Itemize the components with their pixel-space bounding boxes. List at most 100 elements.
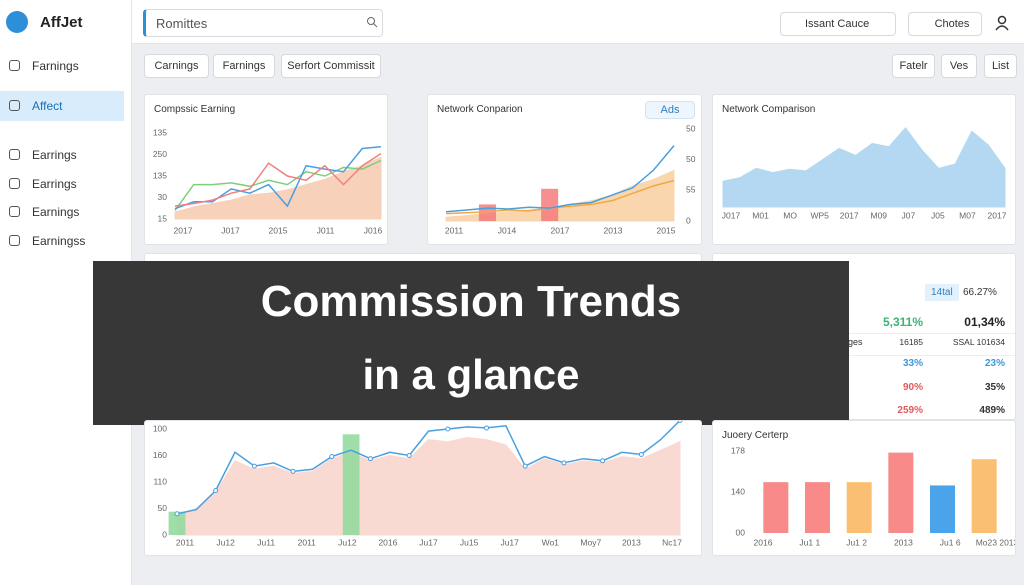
marker xyxy=(329,454,335,460)
filter-button[interactable]: Carnings xyxy=(144,54,209,78)
marker xyxy=(677,421,683,424)
x-tick-label: 2015 xyxy=(269,225,288,235)
x-tick-label: Ju1 1 xyxy=(799,537,820,547)
view-button[interactable]: Ves xyxy=(941,54,977,78)
x-tick-label: 2013 xyxy=(604,225,623,235)
x-tick-label: 2011 xyxy=(176,537,195,547)
y-tick-label: 110 xyxy=(153,476,167,486)
y-tick-label: 135 xyxy=(153,127,167,137)
x-tick-label: J014 xyxy=(498,225,517,235)
x-tick-label: 2013 xyxy=(622,537,641,547)
x-tick-label: 2017 xyxy=(174,225,193,235)
x-tick-label: Wo1 xyxy=(542,537,560,547)
y-tick-label: 0 xyxy=(686,215,691,225)
x-tick-label: Ju1 2 xyxy=(846,537,867,547)
x-tick-label: J017 xyxy=(722,210,741,220)
x-tick-label: Ju12 xyxy=(216,537,235,547)
marker xyxy=(406,453,412,458)
x-tick-label: 2017 xyxy=(551,225,570,235)
search-box[interactable]: Romittes xyxy=(143,9,383,37)
x-tick-label: Moy7 xyxy=(580,537,601,547)
search-icon xyxy=(367,17,378,28)
line xyxy=(445,179,675,215)
y-tick-label: 50 xyxy=(686,123,696,133)
area xyxy=(174,156,382,220)
x-tick-label: M07 xyxy=(959,210,976,220)
x-tick-label: J07 xyxy=(901,210,915,220)
x-tick-label: Ju11 xyxy=(257,537,275,547)
marker xyxy=(638,451,644,457)
table-cell: 5,311% xyxy=(882,315,923,329)
table-cell: 35% xyxy=(984,382,1005,393)
view-button[interactable]: List xyxy=(984,54,1017,78)
user-icon[interactable] xyxy=(994,15,1010,31)
y-tick-label: 50 xyxy=(158,503,168,513)
table-cell: 33% xyxy=(902,358,923,369)
table-cell: 489% xyxy=(979,405,1005,416)
line xyxy=(174,152,382,207)
chart-panel: Network Conparion Ads 50 50 55 0 2011 J014 2017 2… xyxy=(427,94,702,245)
chart-panel: 100 160 110 50 0 2011 Ju12 Ju11 2011 Ju12 2016 Ju17… xyxy=(144,420,702,556)
table-cell: 259% xyxy=(897,405,923,416)
y-tick-label: 135 xyxy=(153,170,167,180)
sidebar-item[interactable]: Earrings xyxy=(0,169,124,199)
y-tick-label: 50 xyxy=(686,154,696,164)
filter-button[interactable]: Serfort Commissit xyxy=(281,54,381,78)
x-tick-label: Ju17 xyxy=(419,537,438,547)
table-cell: 01,34% xyxy=(964,315,1005,329)
bar xyxy=(930,485,955,533)
panel-title: Juoery Certerp xyxy=(722,430,789,441)
x-tick-label: Ju17 xyxy=(500,537,519,547)
chart: J017 M01 MO WP5 2017 M09 J07 J05 M07 2017 xyxy=(722,127,1007,220)
y-tick-label: 100 xyxy=(153,423,167,433)
x-tick-label: MO xyxy=(783,210,797,220)
icon xyxy=(9,60,20,71)
icon xyxy=(9,100,20,111)
x-tick-label: Ju12 xyxy=(338,537,357,547)
bar xyxy=(805,482,830,533)
table-chip: 14tal xyxy=(925,284,959,301)
bar xyxy=(342,434,360,535)
x-tick-label: M09 xyxy=(871,210,888,220)
x-tick-label: 2016 xyxy=(754,537,773,547)
x-tick-label: J017 xyxy=(221,225,240,235)
bar xyxy=(971,459,997,533)
marker xyxy=(367,456,373,462)
icon xyxy=(9,178,20,189)
icon xyxy=(9,206,20,217)
icon xyxy=(9,149,20,160)
sidebar-item[interactable]: Earningss xyxy=(0,226,124,256)
x-tick-label: Mo23 2013 xyxy=(976,537,1015,547)
source-button[interactable]: Issant Cauce xyxy=(780,12,896,36)
row-label: rges xyxy=(845,337,863,347)
chart: 178 140 00 2016 Ju1 1 Ju1 2 2013 Ju1 6 Mo23 2013 xyxy=(731,445,1015,547)
icon xyxy=(9,235,20,246)
table-total: 66.27% xyxy=(963,287,997,298)
filter-button[interactable]: Farnings xyxy=(213,54,275,78)
x-tick-label: 2011 xyxy=(298,537,317,547)
x-tick-label: M01 xyxy=(752,210,769,220)
sidebar-item[interactable]: Farnings xyxy=(0,51,124,81)
marker xyxy=(213,487,219,493)
sidebar-item[interactable]: Affect xyxy=(0,91,124,121)
y-tick-label: 55 xyxy=(686,185,696,195)
marker xyxy=(522,463,528,469)
view-button[interactable]: Fatelr xyxy=(892,54,935,78)
overlay-title: Commission Trends xyxy=(260,277,682,326)
y-tick-label: 00 xyxy=(736,527,746,537)
y-tick-label: 0 xyxy=(162,529,167,539)
sidebar-item[interactable]: Earnings xyxy=(0,197,124,227)
chart-panel: Compssic Earning 135 250 135 30 15 2017 J017 201… xyxy=(144,94,388,245)
overlay-banner: Commission Trends in a glance xyxy=(93,261,849,425)
x-tick-label: 2015 xyxy=(657,225,676,235)
table-cell: 16185 xyxy=(899,337,923,347)
area xyxy=(722,127,1006,208)
panel-title: Compssic Earning xyxy=(154,104,236,115)
notes-button[interactable]: Chotes xyxy=(908,12,982,36)
sidebar-item[interactable]: Earrings xyxy=(0,140,124,170)
overlay-subtitle: in a glance xyxy=(362,351,580,398)
dropdown[interactable]: Ads xyxy=(645,101,695,119)
line xyxy=(176,421,681,515)
marker xyxy=(251,463,257,469)
marker xyxy=(290,468,296,474)
